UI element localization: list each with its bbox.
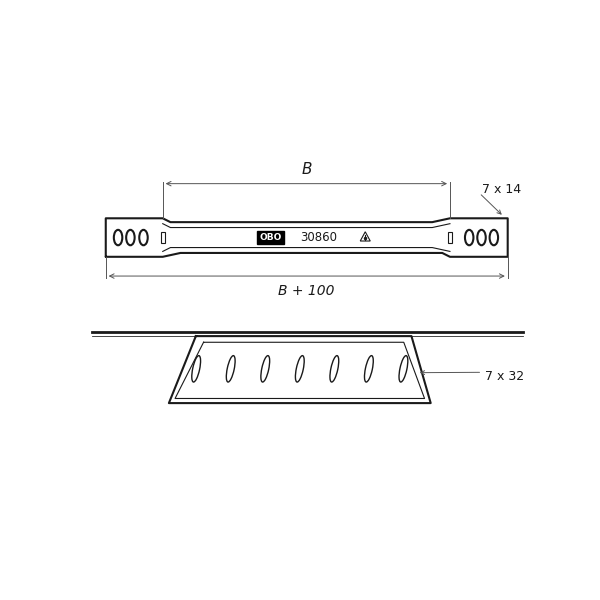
Bar [161,232,165,243]
Text: 30860: 30860 [301,231,338,244]
FancyBboxPatch shape [257,232,284,244]
Text: B + 100: B + 100 [278,284,335,298]
Text: 7 x 14: 7 x 14 [482,182,521,196]
Text: 7 x 32: 7 x 32 [485,370,524,383]
Bar [448,232,452,243]
Text: OBO: OBO [259,233,282,242]
Text: B: B [301,163,311,178]
